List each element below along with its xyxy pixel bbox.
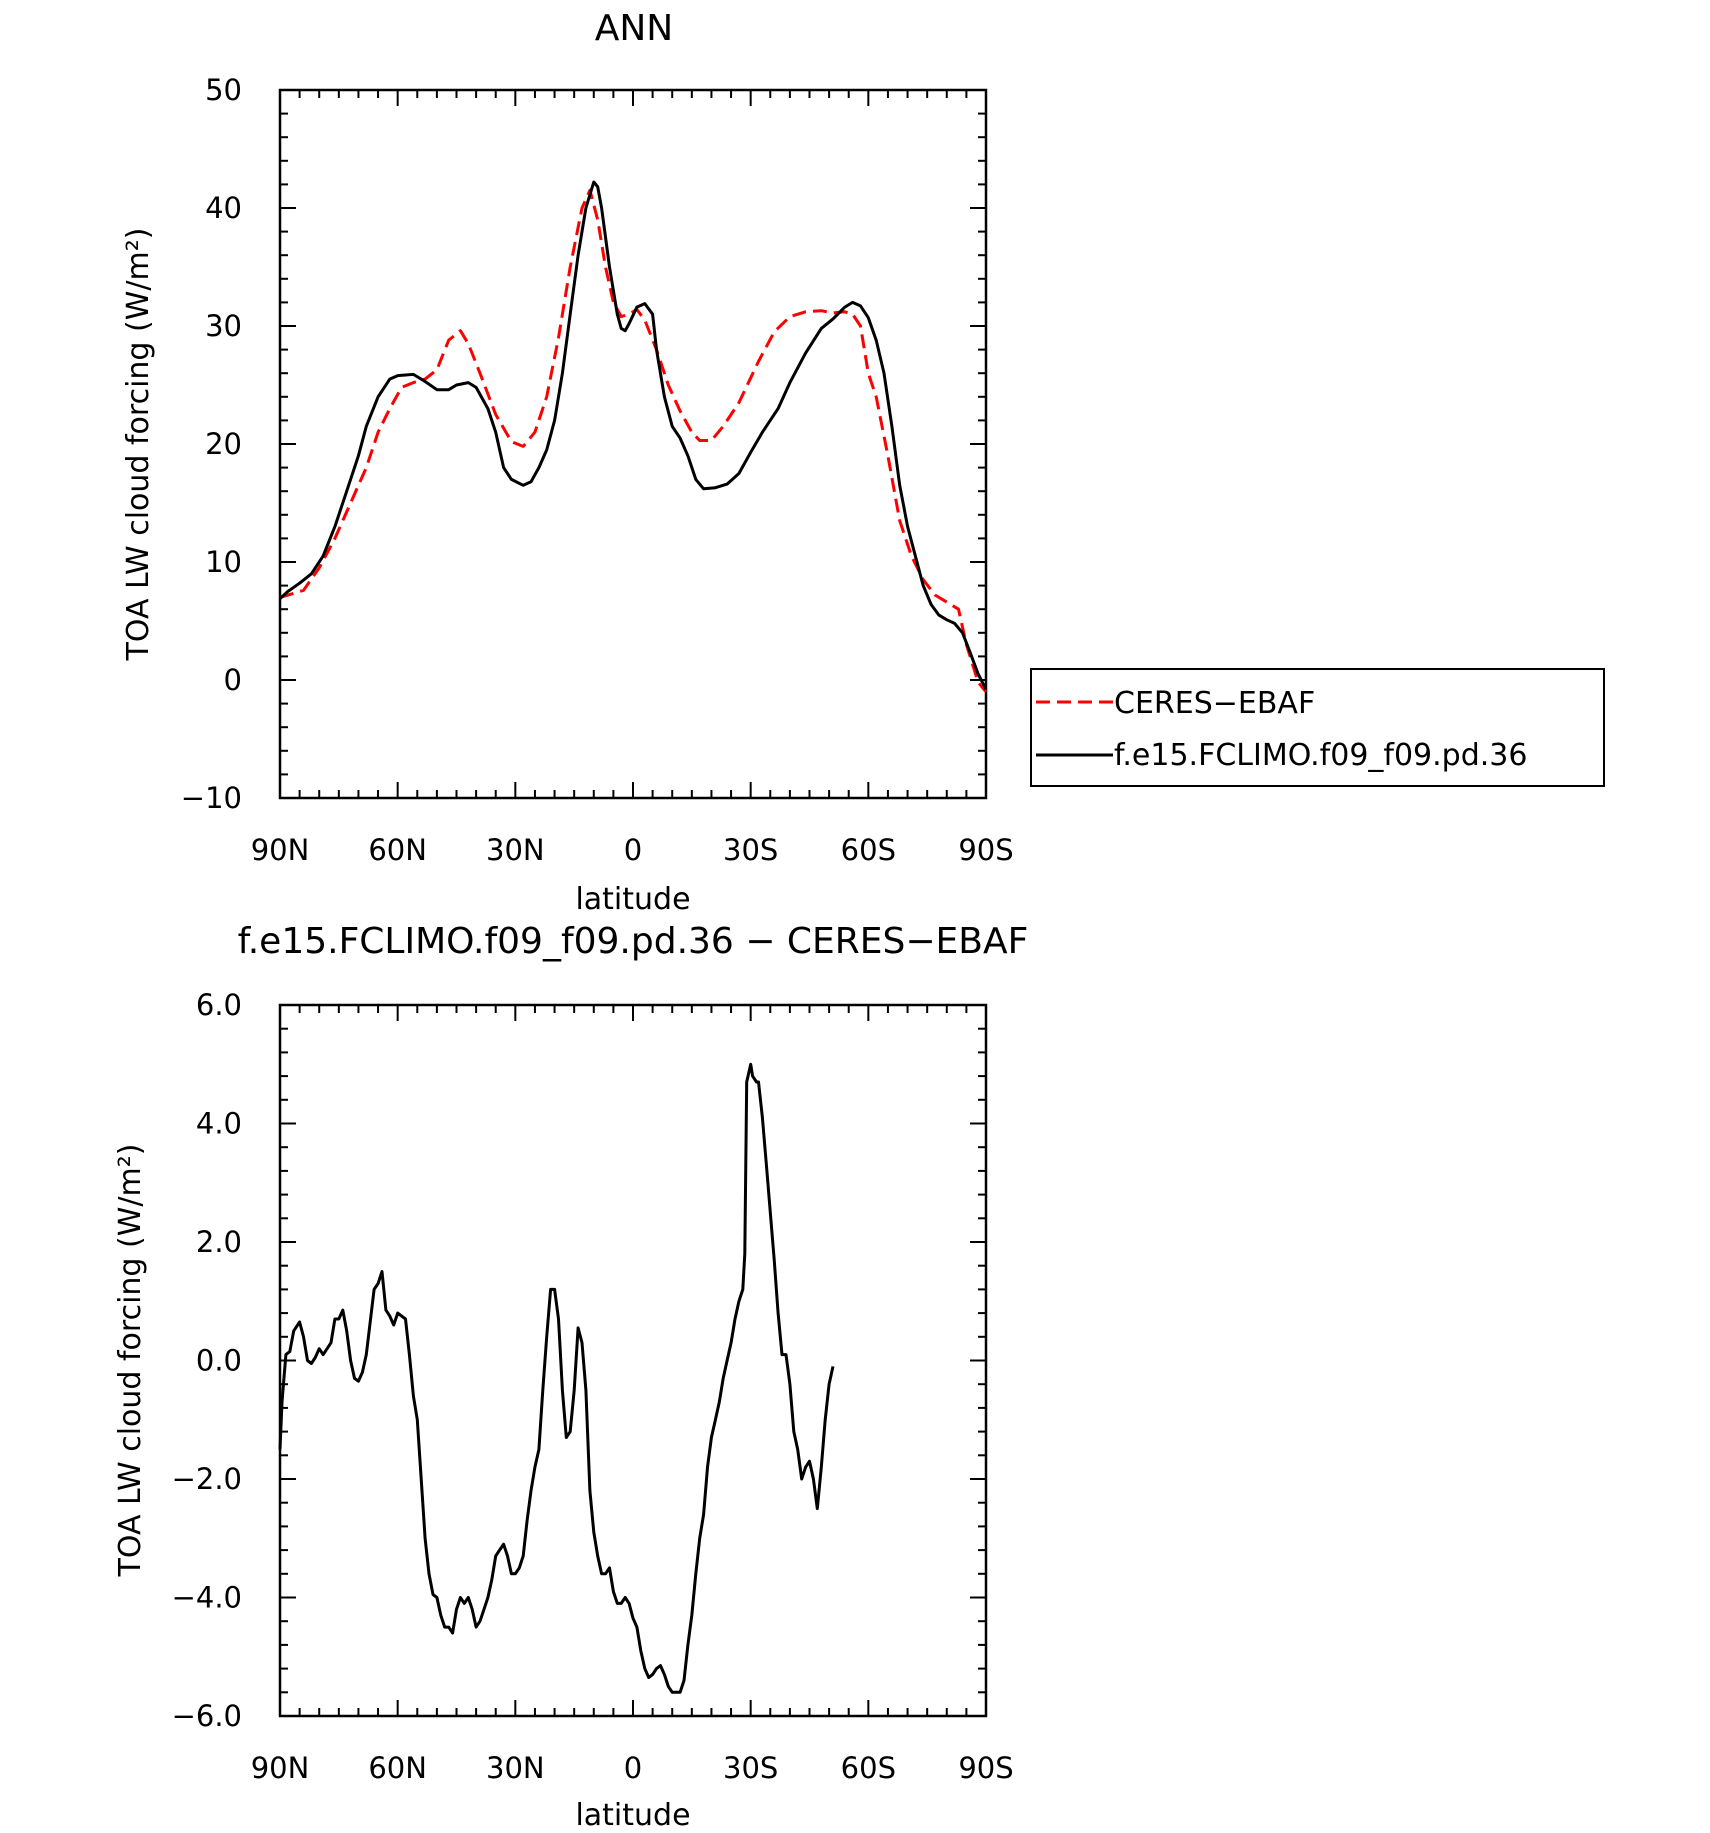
x-tick-label: 30S bbox=[723, 1751, 778, 1785]
panel-title: f.e15.FCLIMO.f09_f09.pd.36 − CERES−EBAF bbox=[238, 921, 1029, 962]
y-tick-labels: −6.0 −4.0 −2.0 0.0 2.0 4.0 6.0 bbox=[172, 988, 242, 1733]
y-tick-label: −4.0 bbox=[172, 1581, 242, 1615]
legend-label-ceres: CERES−EBAF bbox=[1114, 686, 1315, 721]
y-tick-labels: −10 0 10 20 30 40 50 bbox=[181, 73, 242, 815]
x-axis-label: latitude bbox=[575, 882, 690, 917]
legend: CERES−EBAF f.e15.FCLIMO.f09_f09.pd.36 bbox=[1030, 668, 1605, 787]
tick-marks bbox=[279, 89, 987, 799]
series-lines bbox=[278, 180, 988, 693]
plot-frame bbox=[278, 88, 988, 800]
x-tick-label: 30N bbox=[486, 833, 545, 867]
x-tick-label: 60N bbox=[368, 1751, 427, 1785]
y-tick-label: 2.0 bbox=[196, 1225, 242, 1259]
y-tick-label: 20 bbox=[205, 427, 242, 461]
series-line-model bbox=[278, 180, 988, 691]
y-tick-label: 30 bbox=[205, 309, 242, 343]
x-tick-labels: 90N 60N 30N 0 30S 60S 90S bbox=[251, 1751, 1014, 1785]
panel-bottom: f.e15.FCLIMO.f09_f09.pd.36 − CERES−EBAF … bbox=[113, 921, 1028, 1833]
y-tick-label: 0 bbox=[224, 663, 242, 697]
series-line-model bbox=[278, 1062, 835, 1694]
series-line-ceres-ebaf bbox=[279, 188, 988, 693]
x-tick-label: 90N bbox=[251, 1751, 310, 1785]
series-lines bbox=[278, 1062, 835, 1694]
legend-label-model: f.e15.FCLIMO.f09_f09.pd.36 bbox=[1114, 738, 1527, 773]
y-tick-label: 10 bbox=[205, 545, 242, 579]
y-tick-label: 0.0 bbox=[196, 1344, 242, 1378]
y-tick-label: 6.0 bbox=[196, 988, 242, 1022]
x-tick-label: 90S bbox=[958, 833, 1013, 867]
y-tick-label: −6.0 bbox=[172, 1699, 242, 1733]
x-tick-labels: 90N 60N 30N 0 30S 60S 90S bbox=[251, 833, 1014, 867]
x-tick-label: 30N bbox=[486, 1751, 545, 1785]
y-axis-label: TOA LW cloud forcing (W/m²) bbox=[113, 1144, 148, 1578]
panel-top: ANN −10 0 10 20 30 40 50 90N 60N 30N 0 30S 60S 90S l… bbox=[121, 8, 1605, 917]
y-tick-label: −2.0 bbox=[172, 1462, 242, 1496]
x-tick-label: 60S bbox=[841, 1751, 896, 1785]
x-tick-label: 30S bbox=[723, 833, 778, 867]
y-tick-label: 40 bbox=[205, 191, 242, 225]
plot-frame bbox=[278, 1003, 988, 1718]
x-axis-label: latitude bbox=[575, 1798, 690, 1833]
tick-marks bbox=[279, 1004, 987, 1717]
x-tick-label: 90N bbox=[251, 833, 310, 867]
x-tick-label: 0 bbox=[624, 833, 642, 867]
y-tick-label: −10 bbox=[181, 781, 242, 815]
x-tick-label: 60S bbox=[841, 833, 896, 867]
x-tick-label: 0 bbox=[624, 1751, 642, 1785]
legend-box bbox=[1030, 668, 1605, 787]
y-axis-label: TOA LW cloud forcing (W/m²) bbox=[121, 228, 156, 662]
y-tick-label: 50 bbox=[205, 73, 242, 107]
y-tick-label: 4.0 bbox=[196, 1107, 242, 1141]
panel-title: ANN bbox=[595, 8, 674, 49]
x-tick-label: 90S bbox=[958, 1751, 1013, 1785]
x-tick-label: 60N bbox=[368, 833, 427, 867]
